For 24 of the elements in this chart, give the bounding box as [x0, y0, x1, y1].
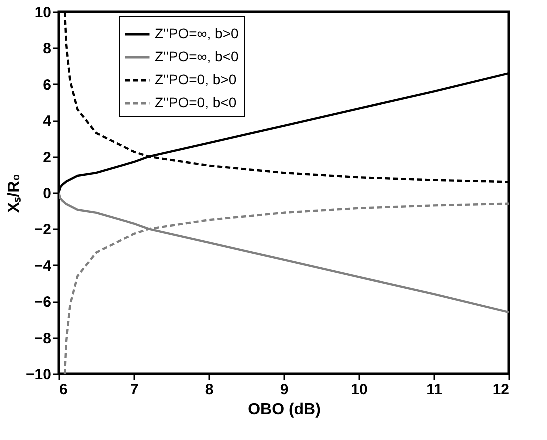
legend-label: Z''PO=∞, b>0 [155, 26, 240, 42]
x-tick-label: 6 [60, 382, 68, 398]
y-tick-label: −4 [34, 258, 52, 275]
x-tick-label: 10 [351, 382, 368, 398]
x-tick-label: 12 [492, 382, 510, 398]
y-tick-label: −6 [34, 294, 52, 312]
x-tick-label: 9 [280, 382, 289, 398]
y-tick-label: −8 [34, 330, 52, 348]
x-tick-label: 8 [205, 382, 214, 398]
legend-label: Z''PO=∞, b<0 [155, 48, 240, 64]
y-tick-label: 10 [34, 4, 52, 22]
y-tick-label: −2 [34, 222, 52, 239]
y-tick-label: 4 [43, 113, 52, 130]
y-tick-label: 6 [43, 76, 52, 94]
x-tick-label: 11 [426, 382, 442, 398]
y-tick-label: 0 [43, 186, 52, 202]
legend-label: Z''PO=0, b>0 [155, 72, 237, 88]
y-tick-label: 8 [43, 40, 52, 58]
legend-label: Z''PO=0, b<0 [155, 94, 237, 110]
x-axis-title: OBO (dB) [248, 402, 321, 418]
y-tick-label: 2 [43, 149, 52, 166]
y-tick-label: −10 [26, 366, 52, 384]
x-tick-label: 7 [130, 382, 139, 398]
y-axis-title: Xₛ/R₀ [6, 174, 24, 213]
